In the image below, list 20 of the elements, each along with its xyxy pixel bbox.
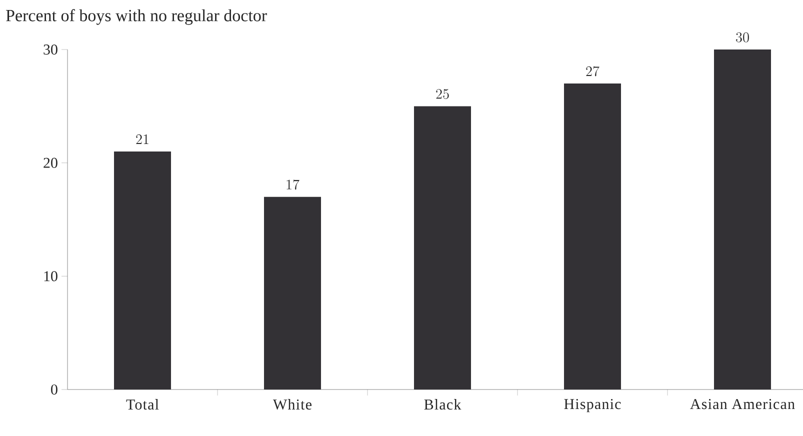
- y-tick-label: 0: [51, 384, 58, 395]
- bar: [264, 196, 322, 390]
- data-label: 21: [136, 134, 148, 144]
- x-tick-label: White: [273, 399, 312, 410]
- x-tick-label: Hispanic: [564, 399, 621, 412]
- bar: [714, 50, 771, 390]
- x-tick-label: Black: [424, 399, 462, 410]
- x-tick-label: Total: [126, 399, 159, 410]
- x-tick-label: Asian American: [690, 399, 795, 410]
- bar: [564, 84, 621, 390]
- bar: [114, 152, 172, 390]
- data-label: 25: [436, 89, 449, 99]
- y-tick-label: 20: [44, 158, 58, 168]
- bar: [414, 106, 472, 390]
- data-label: 30: [736, 32, 749, 42]
- data-label: 17: [286, 180, 300, 190]
- y-tick-label: 10: [44, 271, 58, 282]
- y-tick-label: 30: [44, 44, 58, 55]
- data-label: 27: [586, 66, 600, 76]
- chart-title: Percent of boys with no regular doctor: [6, 9, 267, 25]
